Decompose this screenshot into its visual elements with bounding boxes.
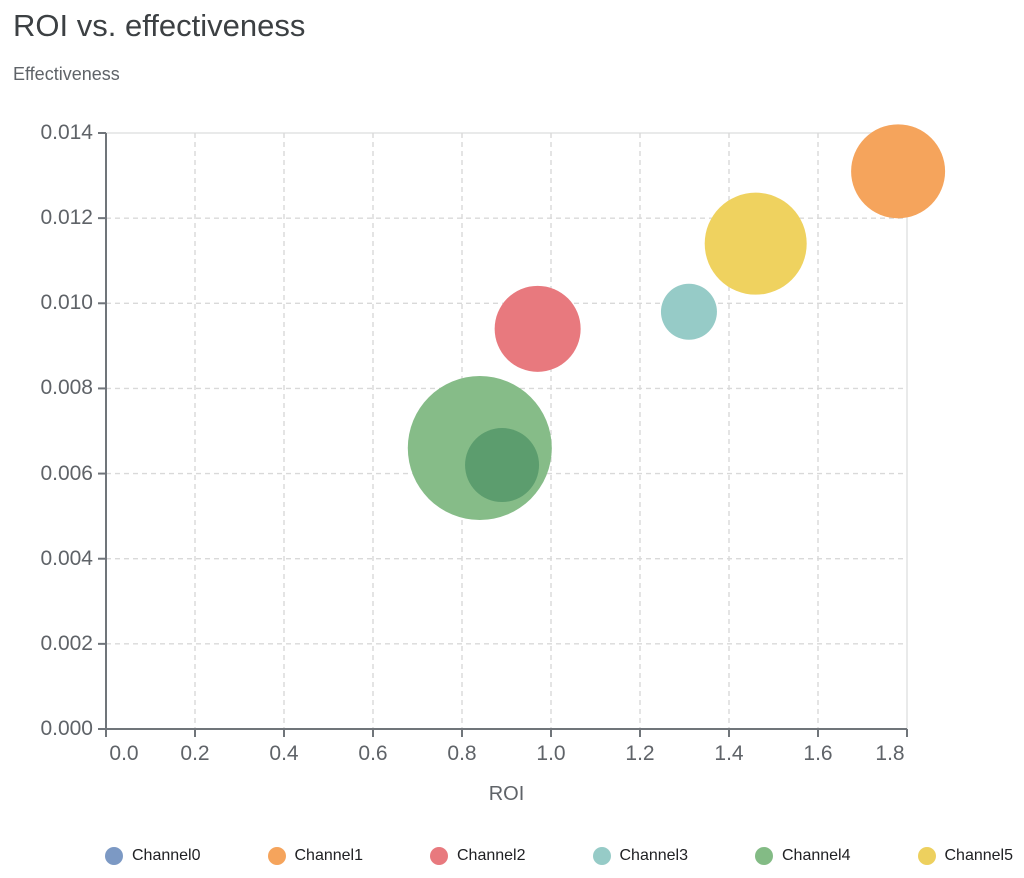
plot-area [98,124,946,737]
legend-swatch-icon [917,847,936,865]
legend-swatch-icon [105,847,123,865]
y-tick-label: 0.002 [40,631,93,655]
x-tick-label: 1.0 [536,742,566,765]
y-tick-label: 0.012 [40,206,93,230]
x-tick-label: 0.2 [180,742,210,765]
x-tick-label: 0.0 [109,742,139,765]
legend-label: Channel0 [132,847,201,864]
y-tick-label: 0.010 [40,291,93,315]
bubble-channel3[interactable] [660,283,717,340]
legend-item-channel2[interactable]: Channel2 [430,847,526,865]
y-tick-label: 0.008 [40,376,93,400]
y-tick-label: 0.000 [40,717,93,740]
x-tick-label: 1.4 [714,742,744,765]
legend: Channel0 Channel1 Channel2 Channel3 Channel4… [105,843,1013,869]
legend-swatch-icon [592,847,611,865]
y-axis-title: Effectiveness [13,64,120,84]
legend-label: Channel2 [457,847,526,864]
legend-item-channel4[interactable]: Channel4 [755,847,851,865]
x-tick-label: 0.8 [447,742,477,765]
legend-item-channel1[interactable]: Channel1 [267,847,364,865]
legend-swatch-icon [755,847,773,865]
x-axis-title: ROI [488,783,525,805]
bubble-channel1[interactable] [851,124,946,219]
legend-item-channel3[interactable]: Channel3 [592,847,689,865]
x-tick-label: 1.6 [803,742,833,765]
legend-label: Channel1 [294,847,364,864]
x-tick-label: 1.8 [875,742,905,765]
legend-label: Channel5 [944,847,1014,864]
legend-label: Channel3 [619,847,689,864]
x-tick-label: 0.6 [358,742,388,765]
bubble-channel5[interactable] [704,192,807,295]
legend-swatch-icon [267,847,286,865]
legend-item-channel0[interactable]: Channel0 [105,847,201,865]
y-tick-label: 0.004 [40,546,93,570]
legend-label: Channel4 [782,847,851,864]
legend-item-channel5[interactable]: Channel5 [917,847,1014,865]
x-tick-label: 1.2 [625,742,655,765]
bubble-channel2[interactable] [494,285,581,372]
bubble-channel0[interactable] [465,428,540,503]
legend-swatch-icon [430,847,448,865]
y-tick-label: 0.014 [40,121,93,144]
chart-title: ROI vs. effectiveness [13,8,306,43]
x-tick-label: 0.4 [269,742,299,765]
y-tick-label: 0.006 [40,461,93,485]
